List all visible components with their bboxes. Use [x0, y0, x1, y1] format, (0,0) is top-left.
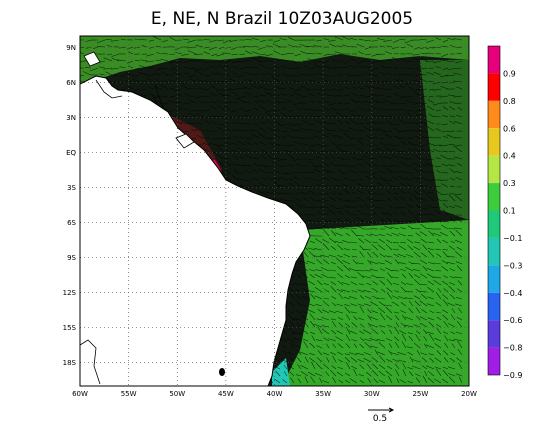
lon-tick-label: 60W: [72, 390, 88, 398]
lon-tick-label: 35W: [315, 390, 331, 398]
colorbar: 0.9 0.8 0.6 0.4 0.3 0.1 −0.1 −0.3 −0.4 −0.6 −0.8 −0…: [487, 45, 522, 380]
land-small-island: [219, 368, 225, 376]
field-patch-east: [420, 60, 469, 220]
colorbar-label: −0.3: [503, 261, 522, 270]
gridlines: [80, 36, 469, 386]
colorbar-swatch: [488, 292, 500, 321]
lat-tick-label: 3N: [66, 114, 76, 122]
colorbar-label: 0.6: [503, 124, 516, 133]
lat-tick-label: 9N: [66, 44, 76, 52]
colorbar-swatch: [488, 128, 500, 156]
lat-tick-label: 15S: [63, 324, 77, 332]
colorbar-swatch: [488, 265, 500, 293]
lon-tick-label: 55W: [121, 390, 137, 398]
colorbar-label: −0.9: [503, 371, 522, 380]
plot-frame: [79, 35, 470, 387]
land-trinidad: [83, 51, 101, 67]
lon-tick-label: 50W: [169, 390, 185, 398]
lon-tick-labels: 60W 55W 50W 45W 40W 35W 30W 25W 20W: [72, 390, 477, 398]
lat-tick-label: 18S: [63, 359, 77, 367]
colorbar-swatch: [488, 100, 500, 129]
lon-tick-label: 40W: [267, 390, 283, 398]
lon-tick-label: 30W: [364, 390, 380, 398]
field-patch-negative: [272, 358, 290, 386]
colorbar-frame: [487, 45, 501, 376]
lat-tick-label: 3S: [67, 184, 76, 192]
colorbar-label: −0.4: [503, 289, 522, 298]
lat-tick-label: 9S: [67, 254, 76, 262]
colorbar-swatch: [488, 237, 500, 266]
colorbar-label: 0.3: [503, 179, 516, 188]
colorbar-label: 0.4: [503, 152, 516, 161]
land-south-america: [80, 75, 311, 386]
colorbar-swatch: [488, 155, 500, 184]
vector-key-label: 0.5: [373, 414, 387, 424]
land-marajo-island: [175, 133, 195, 149]
map-title: E, NE, N Brazil 10Z03AUG2005: [151, 9, 413, 29]
vector-key: 0.5: [368, 407, 395, 424]
colorbar-label: −0.1: [503, 234, 522, 243]
colorbar-label: 0.1: [503, 207, 516, 216]
colorbar-swatch: [488, 347, 500, 375]
lon-tick-label: 20W: [461, 390, 477, 398]
colorbar-swatch: [488, 320, 500, 348]
lat-tick-label: 6N: [66, 79, 76, 87]
lat-tick-label: EQ: [66, 149, 76, 157]
colorbar-swatch: [488, 46, 500, 74]
border-bolivia: [80, 339, 101, 385]
border-guyana: [95, 79, 123, 99]
colorbar-swatch: [488, 183, 500, 211]
field-patch-south-atlantic: [282, 220, 469, 386]
colorbar-label: 0.9: [503, 69, 516, 78]
colorbar-swatch: [488, 210, 500, 238]
lon-tick-label: 25W: [412, 390, 428, 398]
colorbar-label: −0.6: [503, 316, 522, 325]
vector-key-arrowhead: [388, 407, 395, 413]
lat-tick-labels: 9N 6N 3N EQ 3S 6S 9S 12S 15S 18S: [63, 44, 77, 367]
colorbar-swatch: [488, 73, 500, 101]
plot-area: [80, 36, 469, 386]
colorbar-label: −0.8: [503, 344, 522, 353]
lat-tick-label: 12S: [63, 289, 77, 297]
colorbar-label: 0.8: [503, 97, 516, 106]
lon-tick-label: 45W: [218, 390, 234, 398]
lat-tick-label: 6S: [67, 219, 76, 227]
